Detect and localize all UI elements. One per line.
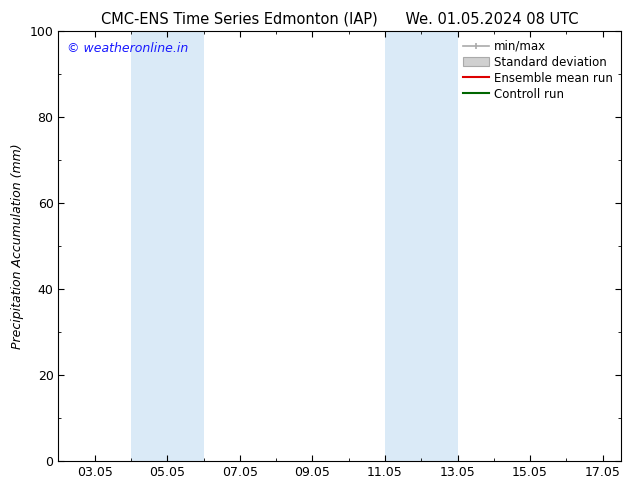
Text: © weatheronline.in: © weatheronline.in	[67, 42, 188, 55]
Legend: min/max, Standard deviation, Ensemble mean run, Controll run: min/max, Standard deviation, Ensemble me…	[461, 37, 615, 103]
Bar	[385, 31, 458, 461]
Title: CMC-ENS Time Series Edmonton (IAP)      We. 01.05.2024 08 UTC: CMC-ENS Time Series Edmonton (IAP) We. 0…	[101, 11, 578, 26]
Y-axis label: Precipitation Accumulation (mm): Precipitation Accumulation (mm)	[11, 144, 24, 349]
Bar	[131, 31, 204, 461]
